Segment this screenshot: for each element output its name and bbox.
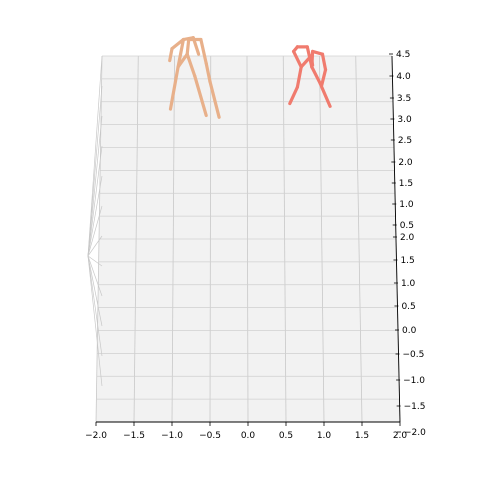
right-tick-label: 4.5 bbox=[396, 50, 410, 60]
grid-line-depth bbox=[87, 145, 103, 257]
skeleton-segment bbox=[170, 37, 185, 51]
right-tick-label: 1.0 bbox=[401, 279, 416, 289]
right-tick-label: 2.0 bbox=[398, 158, 413, 168]
skeleton-segment bbox=[168, 65, 180, 111]
grid-line-depth bbox=[87, 255, 103, 267]
x-tick-label: 1.0 bbox=[317, 431, 332, 441]
x-tick-label: 1.5 bbox=[355, 431, 369, 441]
right-tick-label: −0.5 bbox=[403, 350, 425, 360]
skeleton-segment bbox=[292, 49, 303, 69]
x-tick-label: −0.5 bbox=[199, 431, 221, 441]
grid-line-depth bbox=[87, 255, 103, 357]
grid-lines bbox=[87, 55, 401, 423]
right-tick-label: 1.0 bbox=[399, 200, 414, 210]
grid-line-depth bbox=[87, 235, 103, 257]
x-tick-label: 0.0 bbox=[241, 431, 256, 441]
skeleton-segment bbox=[320, 68, 328, 87]
right-tick-label: 2.5 bbox=[398, 136, 412, 146]
skeleton-segment bbox=[310, 49, 315, 69]
right-tick-label: 0.5 bbox=[401, 302, 415, 312]
skeleton-segment bbox=[168, 47, 174, 63]
right-tick-label: 2.0 bbox=[400, 233, 415, 243]
x-tick-label: 2.0 bbox=[393, 431, 408, 441]
right-tick-label: 0.5 bbox=[400, 221, 414, 231]
skeleton-segment bbox=[288, 85, 299, 106]
right-tick-label: −2.0 bbox=[404, 428, 426, 438]
skeleton-segment bbox=[320, 52, 328, 72]
skeleton-segment bbox=[295, 65, 303, 89]
skeleton-segment bbox=[185, 37, 191, 56]
grid-line-depth bbox=[87, 255, 103, 297]
right-tick-label: 0.0 bbox=[402, 326, 417, 336]
series-0 bbox=[168, 36, 221, 119]
right-tick-label: −1.5 bbox=[404, 402, 426, 412]
skeleton-segment bbox=[193, 74, 208, 118]
grid-line-depth bbox=[87, 255, 103, 327]
grid-line-depth bbox=[87, 205, 103, 257]
z-axis-line bbox=[391, 55, 401, 423]
data-series bbox=[168, 36, 332, 119]
grid-line-depth bbox=[87, 85, 103, 257]
grid-line-depth bbox=[87, 175, 103, 257]
right-tick-label: −1.0 bbox=[403, 376, 425, 386]
skeleton-segment bbox=[310, 65, 322, 86]
skeleton-segment bbox=[318, 81, 332, 108]
skeleton-segment bbox=[176, 52, 189, 69]
x-tick-label: −1.5 bbox=[123, 431, 145, 441]
right-tick-label: 1.5 bbox=[399, 179, 413, 189]
skeleton-segment bbox=[311, 49, 325, 56]
x-tick-label: 0.5 bbox=[279, 431, 293, 441]
right-tick-label: 1.5 bbox=[400, 256, 414, 266]
tick-labels: −2.0 −1.5 −1.0 −0.5 0.0 0.5 1.0 1.5 2.0 4.5 4.0 3.5… bbox=[85, 50, 426, 441]
skeleton-segment bbox=[176, 37, 185, 69]
x-tick-label: −1.0 bbox=[161, 431, 183, 441]
skeleton-segment bbox=[208, 80, 221, 119]
skeleton-segment bbox=[185, 52, 197, 78]
right-tick-label: 4.0 bbox=[396, 72, 411, 82]
series-1 bbox=[288, 45, 332, 108]
grid-line-depth bbox=[87, 55, 103, 257]
skeleton-segment bbox=[204, 61, 212, 84]
right-tick-label: 3.5 bbox=[397, 94, 411, 104]
grid-line-depth bbox=[87, 255, 103, 387]
x-tick-label: −2.0 bbox=[85, 431, 107, 441]
grid-line-depth bbox=[87, 115, 103, 257]
skeleton-segment bbox=[199, 37, 208, 65]
right-tick-label: 3.0 bbox=[397, 115, 412, 125]
